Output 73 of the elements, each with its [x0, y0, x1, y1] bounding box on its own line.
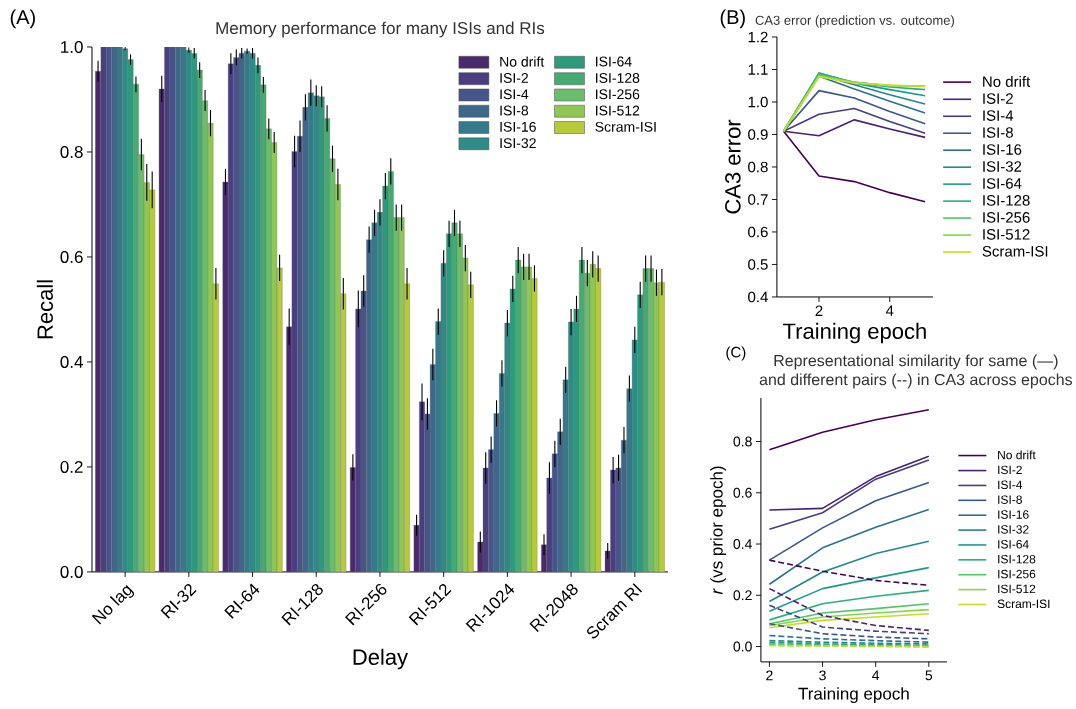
legend-label: Scram-ISI: [982, 246, 1048, 257]
legend-label: Scram-ISI: [595, 121, 656, 132]
legend-label: ISI-2: [500, 73, 529, 84]
legend-label: ISI-512: [596, 105, 640, 116]
y-tick-label: 0.9: [748, 129, 768, 140]
chart-title: Memory performance for many ISIs and RIs: [216, 21, 545, 38]
chart-title: Representational similarity for same (—): [774, 354, 1058, 370]
x-tick-label: 5: [925, 670, 933, 681]
y-tick-label: 0.4: [748, 291, 768, 303]
chart-subtitle: and different pairs (--) in CA3 across epochs: [759, 373, 1073, 389]
y-tick-label: 1.1: [748, 64, 768, 75]
legend-label: ISI-16: [998, 510, 1029, 519]
y-axis-title: CA3 error: [725, 119, 741, 214]
y-tick-label: 0.6: [60, 250, 83, 264]
x-axis-title: Training epoch: [798, 687, 909, 704]
legend-label: ISI-256: [596, 89, 640, 100]
legend-label: ISI-16: [983, 144, 1022, 155]
legend-label: ISI-128: [998, 554, 1036, 564]
legend-label: ISI-16: [500, 121, 536, 132]
legend-label: ISI-2: [998, 465, 1022, 475]
legend-label: ISI-8: [983, 127, 1013, 138]
y-tick-label: 0.6: [733, 487, 752, 498]
legend-label: ISI-4: [500, 89, 529, 100]
legend-label: ISI-2: [983, 93, 1013, 104]
legend-label: ISI-8: [500, 105, 529, 116]
y-tick-label: 0.8: [733, 436, 752, 447]
x-tick-label: 2: [815, 305, 823, 317]
y-tick-label: 0.0: [733, 641, 752, 652]
x-tick-label: 4: [872, 670, 880, 681]
y-tick-label: 0.8: [60, 146, 83, 159]
legend-label: ISI-4: [983, 110, 1014, 121]
y-tick-label: 0.4: [60, 355, 83, 369]
legend-label: ISI-32: [500, 138, 536, 149]
x-tick-label: No lag: [91, 585, 135, 625]
legend-label: ISI-64: [998, 540, 1029, 549]
y-axis-title: r (vs prior epoch): [710, 466, 727, 595]
legend-label: ISI-64: [983, 178, 1022, 189]
x-axis-title: Training epoch: [783, 322, 926, 344]
legend-label: ISI-8: [998, 495, 1022, 504]
y-tick-label: 0.5: [748, 259, 768, 270]
text: (B): [720, 9, 745, 29]
legend-label: No drift: [500, 56, 545, 67]
legend-label: ISI-128: [983, 195, 1030, 206]
chart-title: CA3 error (prediction vs. outcome): [755, 15, 954, 28]
legend-label: Scram-ISI: [997, 599, 1050, 609]
x-tick-label: 2: [766, 670, 773, 681]
legend-label: No drift: [998, 450, 1036, 460]
y-tick-label: 0.2: [733, 590, 752, 601]
legend-label: ISI-256: [983, 212, 1030, 223]
y-tick-label: 1.0: [748, 96, 768, 108]
legend-label: ISI-256: [998, 569, 1036, 579]
legend-label: ISI-32: [983, 161, 1022, 172]
y-tick-label: 0.7: [748, 194, 768, 205]
legend-label: ISI-512: [983, 229, 1030, 240]
x-axis-title: Delay: [353, 648, 409, 670]
text: (C): [726, 346, 746, 361]
y-tick-label: 0.2: [60, 460, 83, 474]
legend-label: ISI-512: [998, 584, 1036, 594]
x-tick-label: 3: [819, 670, 826, 681]
text: (A): [10, 9, 35, 29]
y-tick-label: 0.8: [748, 161, 768, 173]
y-tick-label: 0.0: [60, 565, 83, 578]
legend-label: ISI-32: [998, 525, 1029, 534]
legend-label: ISI-4: [998, 480, 1023, 490]
y-tick-label: 0.4: [733, 539, 752, 550]
x-tick-label: 4: [885, 305, 894, 316]
y-tick-label: 1.0: [61, 41, 83, 54]
y-tick-label: 0.6: [748, 226, 768, 238]
legend-label: No drift: [983, 75, 1031, 87]
y-axis-title: Recall: [36, 280, 53, 339]
y-tick-label: 1.2: [748, 31, 768, 43]
legend-label: ISI-64: [596, 56, 632, 67]
legend-label: ISI-128: [596, 73, 640, 84]
